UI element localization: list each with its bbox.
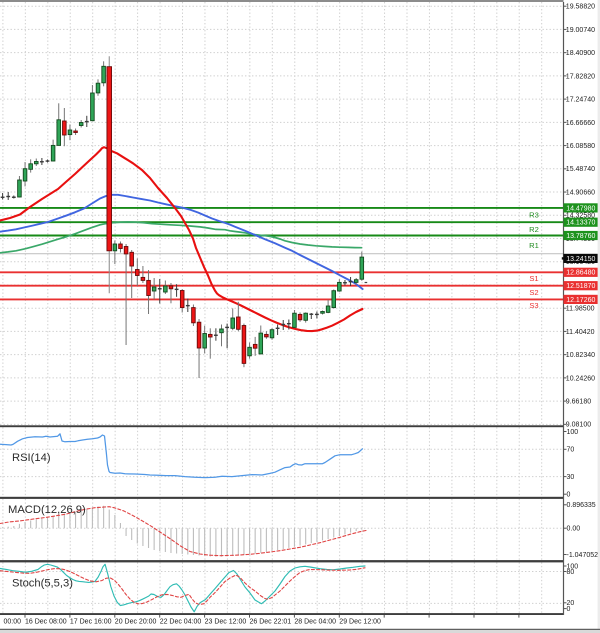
svg-text:29 Dec 12:00: 29 Dec 12:00 xyxy=(339,619,381,626)
svg-text:13.24150: 13.24150 xyxy=(566,256,595,263)
svg-text:MACD(12,26,9): MACD(12,26,9) xyxy=(8,504,86,516)
svg-text:19.00740: 19.00740 xyxy=(566,27,595,34)
svg-text:-1.047052: -1.047052 xyxy=(567,552,599,559)
svg-text:19.58820: 19.58820 xyxy=(566,4,595,11)
svg-text:80: 80 xyxy=(567,569,575,576)
svg-text:14.90660: 14.90660 xyxy=(566,189,595,196)
svg-text:14.47980: 14.47980 xyxy=(566,205,595,212)
svg-text:14.32580: 14.32580 xyxy=(566,213,595,220)
svg-text:22 Dec 04:00: 22 Dec 04:00 xyxy=(160,619,202,626)
svg-text:9.08100: 9.08100 xyxy=(566,422,591,429)
svg-text:11.40420: 11.40420 xyxy=(566,329,595,336)
svg-text:70: 70 xyxy=(567,447,575,454)
svg-text:Stoch(5,5,3): Stoch(5,5,3) xyxy=(12,578,73,590)
svg-text:S3: S3 xyxy=(529,301,538,310)
svg-text:00:00: 00:00 xyxy=(4,619,22,626)
svg-text:S2: S2 xyxy=(529,288,538,297)
svg-text:10.24260: 10.24260 xyxy=(566,375,595,382)
svg-text:30: 30 xyxy=(567,474,575,481)
svg-text:17.82820: 17.82820 xyxy=(566,73,595,80)
svg-text:RSI(14): RSI(14) xyxy=(12,452,51,464)
svg-text:R3: R3 xyxy=(529,210,539,219)
svg-text:9.66180: 9.66180 xyxy=(566,399,591,406)
svg-text:13.78760: 13.78760 xyxy=(566,233,595,240)
svg-text:11.98500: 11.98500 xyxy=(566,306,595,313)
svg-text:100: 100 xyxy=(567,563,579,570)
svg-text:S1: S1 xyxy=(529,274,538,283)
svg-text:10.82340: 10.82340 xyxy=(566,352,595,359)
svg-text:16 Dec 08:00: 16 Dec 08:00 xyxy=(25,619,67,626)
svg-text:12.17260: 12.17260 xyxy=(566,297,595,304)
svg-text:0.00: 0.00 xyxy=(567,526,581,533)
svg-text:0: 0 xyxy=(567,492,571,499)
svg-text:17 Dec 16:00: 17 Dec 16:00 xyxy=(70,619,112,626)
svg-text:R2: R2 xyxy=(529,225,539,234)
svg-text:14.13370: 14.13370 xyxy=(566,220,595,227)
svg-text:15.48740: 15.48740 xyxy=(566,166,595,173)
svg-text:100: 100 xyxy=(567,429,579,436)
svg-text:26 Dec 22:01: 26 Dec 22:01 xyxy=(250,619,292,626)
svg-text:0.896335: 0.896335 xyxy=(567,502,596,509)
svg-text:12.86480: 12.86480 xyxy=(566,270,595,277)
svg-text:16.66660: 16.66660 xyxy=(566,120,595,127)
svg-text:18.40900: 18.40900 xyxy=(566,50,595,57)
svg-text:20 Dec 20:00: 20 Dec 20:00 xyxy=(115,619,157,626)
svg-text:23 Dec 12:00: 23 Dec 12:00 xyxy=(205,619,247,626)
svg-text:28 Dec 04:00: 28 Dec 04:00 xyxy=(294,619,336,626)
svg-text:17.24740: 17.24740 xyxy=(566,97,595,104)
svg-text:R1: R1 xyxy=(529,241,539,250)
svg-text:16.08580: 16.08580 xyxy=(566,143,595,150)
svg-text:20: 20 xyxy=(567,600,575,607)
svg-text:12.51870: 12.51870 xyxy=(566,283,595,290)
svg-text:0: 0 xyxy=(567,606,571,613)
